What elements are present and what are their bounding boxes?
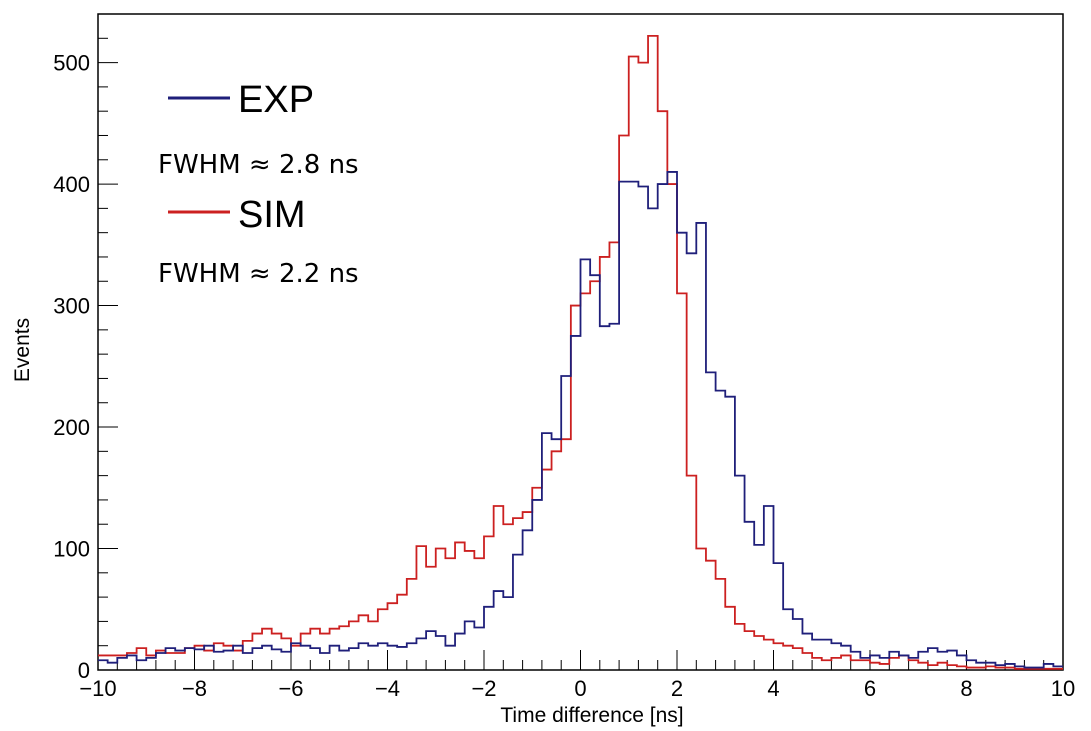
series-line-sim bbox=[98, 34, 1063, 670]
x-tick-label: 2 bbox=[671, 676, 683, 701]
y-tick-label: 500 bbox=[53, 51, 90, 76]
legend-label-exp: EXP bbox=[238, 79, 314, 121]
y-axis-ticks: 0 100 200 300 400 500 bbox=[53, 13, 118, 683]
x-tick-label: 4 bbox=[767, 676, 779, 701]
y-tick-label: 100 bbox=[53, 537, 90, 562]
x-axis-ticks: −10 −8 −6 −4 −2 0 2 4 6 8 10 bbox=[79, 650, 1075, 701]
y-tick-label: 200 bbox=[53, 415, 90, 440]
x-tick-label: −2 bbox=[471, 676, 496, 701]
x-tick-label: 6 bbox=[864, 676, 876, 701]
x-tick-label: −8 bbox=[182, 676, 207, 701]
y-tick-label: 300 bbox=[53, 294, 90, 319]
x-tick-label: 8 bbox=[960, 676, 972, 701]
x-tick-label: −10 bbox=[79, 676, 116, 701]
x-tick-label: −4 bbox=[375, 676, 400, 701]
y-axis-title: Events bbox=[11, 318, 34, 382]
x-axis-title: Time difference [ns] bbox=[500, 704, 683, 727]
x-tick-label: 10 bbox=[1051, 676, 1075, 701]
x-tick-label: −6 bbox=[278, 676, 303, 701]
series-layer bbox=[98, 34, 1063, 670]
series-line-exp bbox=[98, 171, 1063, 669]
y-tick-label: 0 bbox=[78, 658, 90, 683]
y-tick-label: 400 bbox=[53, 172, 90, 197]
x-tick-label: 0 bbox=[574, 676, 586, 701]
annotation-fwhm-sim: FWHM ≈ 2.2 ns bbox=[158, 259, 359, 289]
legend-label-sim: SIM bbox=[238, 194, 306, 236]
annotation-fwhm-exp: FWHM ≈ 2.8 ns bbox=[158, 150, 359, 180]
